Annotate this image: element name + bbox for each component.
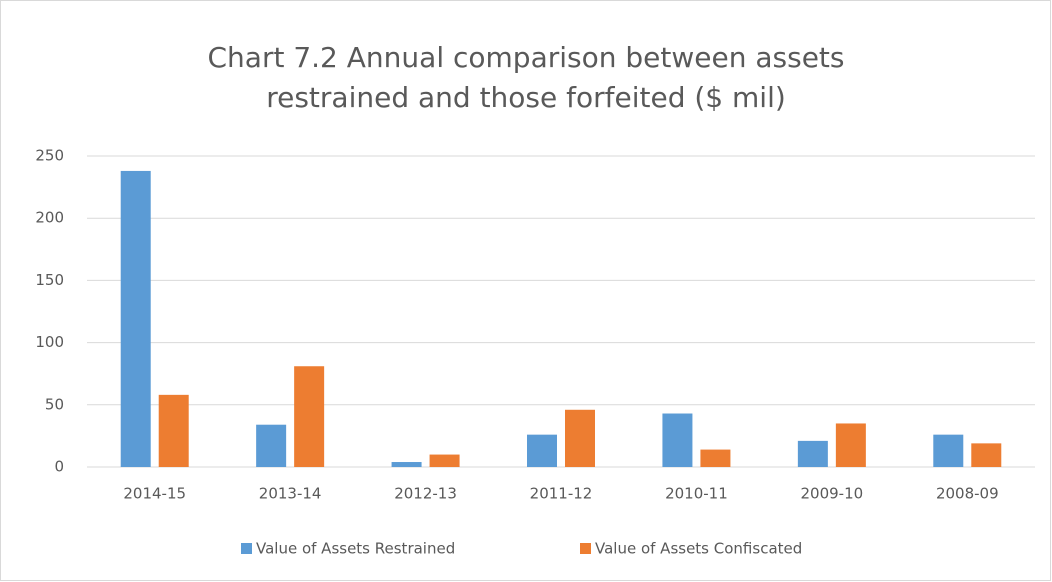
bar	[120, 170, 151, 468]
bar	[391, 462, 422, 467]
bar	[933, 434, 964, 467]
legend-swatch	[241, 543, 252, 554]
chart-title: Chart 7.2 Annual comparison between asse…	[207, 41, 845, 114]
x-tick-label: 2013-14	[259, 485, 322, 503]
x-tick-label: 2010-11	[665, 485, 728, 503]
legend-label: Value of Assets Restrained	[256, 540, 455, 558]
x-tick-label: 2012-13	[394, 485, 457, 503]
bar	[565, 409, 595, 467]
bar	[158, 394, 189, 467]
y-tick-label: 250	[35, 147, 64, 165]
bar	[527, 434, 557, 467]
bar	[256, 424, 287, 467]
bar	[700, 449, 731, 467]
legend-swatch	[580, 543, 591, 554]
bar	[971, 443, 1002, 467]
y-tick-label: 0	[54, 458, 64, 476]
bar	[835, 423, 866, 467]
y-tick-label: 100	[35, 333, 64, 351]
x-tick-label: 2008-09	[936, 485, 999, 503]
x-tick-label: 2014-15	[123, 485, 186, 503]
y-tick-label: 150	[35, 271, 64, 289]
x-tick-label: 2009-10	[801, 485, 864, 503]
bar	[797, 440, 828, 467]
x-tick-label: 2011-12	[530, 485, 593, 503]
legend-label: Value of Assets Confiscated	[595, 540, 802, 558]
bar	[294, 366, 325, 467]
y-tick-label: 50	[45, 395, 64, 413]
y-tick-label: 200	[35, 209, 64, 227]
bar	[429, 454, 460, 467]
bar	[662, 413, 693, 467]
